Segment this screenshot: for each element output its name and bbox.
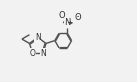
- Text: -: -: [77, 14, 79, 19]
- Text: O: O: [74, 13, 81, 21]
- Text: N: N: [64, 18, 71, 27]
- Text: +: +: [67, 20, 72, 25]
- Text: O: O: [30, 49, 36, 58]
- Text: N: N: [40, 49, 46, 58]
- Text: O: O: [59, 11, 66, 20]
- Text: N: N: [35, 33, 41, 42]
